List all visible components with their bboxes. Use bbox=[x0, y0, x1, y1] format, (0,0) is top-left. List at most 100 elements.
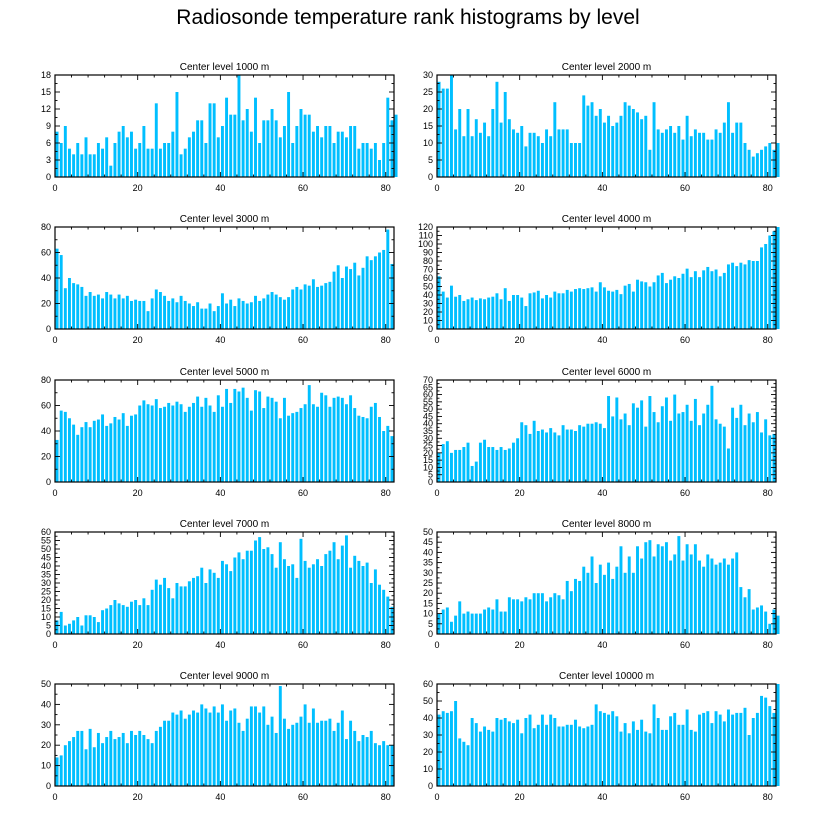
bar-rank-20 bbox=[138, 143, 142, 177]
bar-rank-70 bbox=[344, 404, 348, 482]
bar-rank-9 bbox=[474, 119, 478, 177]
bar-rank-5 bbox=[458, 109, 462, 177]
bar-rank-17 bbox=[125, 137, 129, 177]
bar-rank-43 bbox=[233, 306, 237, 329]
bar-rank-48 bbox=[254, 295, 257, 329]
bar-rank-38 bbox=[212, 411, 216, 483]
bar-rank-44 bbox=[237, 391, 241, 482]
bar-rank-44 bbox=[237, 722, 241, 786]
bar-rank-50 bbox=[644, 282, 648, 329]
y-tick-label: 30 bbox=[423, 730, 433, 740]
panel-title: Center level 8000 m bbox=[562, 519, 652, 530]
bar-rank-1 bbox=[59, 755, 63, 786]
panel-title: Center level 4000 m bbox=[562, 214, 652, 225]
bar-rank-34 bbox=[578, 726, 582, 786]
bar-rank-64 bbox=[320, 720, 324, 786]
bar-rank-23 bbox=[532, 593, 536, 634]
bar-rank-11 bbox=[483, 299, 487, 329]
bar-rank-26 bbox=[163, 295, 167, 329]
bar-rank-25 bbox=[540, 143, 544, 177]
bar-rank-72 bbox=[735, 122, 739, 177]
bar-rank-82 bbox=[776, 684, 780, 786]
bar-rank-33 bbox=[192, 710, 195, 786]
bar-rank-14 bbox=[113, 143, 117, 177]
bar-rank-37 bbox=[590, 423, 594, 482]
bar-rank-61 bbox=[307, 722, 311, 786]
bar-rank-12 bbox=[105, 292, 109, 329]
y-tick-label: 10 bbox=[423, 138, 433, 148]
bar-rank-17 bbox=[507, 448, 511, 482]
bar-rank-8 bbox=[88, 154, 92, 177]
bar-rank-22 bbox=[146, 739, 150, 786]
bar-rank-75 bbox=[365, 562, 369, 634]
bar-rank-72 bbox=[353, 730, 357, 786]
panel-title: Center level 6000 m bbox=[562, 367, 652, 378]
bar-rank-66 bbox=[328, 406, 332, 482]
bar-rank-53 bbox=[274, 567, 278, 634]
bar-rank-76 bbox=[751, 261, 755, 329]
bar-rank-29 bbox=[557, 129, 561, 177]
bar-rank-30 bbox=[561, 599, 565, 634]
bar-rank-5 bbox=[458, 601, 462, 634]
bar-rank-56 bbox=[669, 560, 673, 634]
bar-rank-63 bbox=[698, 560, 701, 634]
x-tick-label: 40 bbox=[597, 792, 607, 802]
histogram-panel-7: Center level 7000 m0 20 40 60 80051015202530… bbox=[41, 519, 395, 650]
bar-rank-13 bbox=[109, 294, 113, 329]
bar-rank-1 bbox=[59, 255, 63, 329]
bar-rank-80 bbox=[768, 143, 772, 177]
bar-rank-40 bbox=[220, 704, 224, 786]
bar-rank-66 bbox=[710, 271, 714, 329]
bar-rank-14 bbox=[495, 599, 499, 634]
x-tick-label: 20 bbox=[515, 335, 525, 345]
bar-rank-72 bbox=[735, 417, 739, 482]
bar-rank-57 bbox=[673, 394, 677, 482]
bar-rank-65 bbox=[706, 404, 710, 482]
bar-rank-20 bbox=[520, 422, 524, 482]
y-tick-label: 55 bbox=[423, 397, 433, 407]
bar-rank-62 bbox=[311, 404, 315, 482]
bar-rank-54 bbox=[660, 272, 664, 329]
bar-rank-47 bbox=[249, 550, 253, 634]
bar-rank-22 bbox=[146, 605, 150, 634]
bar-rank-61 bbox=[689, 420, 693, 482]
bar-rank-64 bbox=[702, 712, 706, 786]
bar-rank-46 bbox=[245, 303, 249, 329]
bar-rank-40 bbox=[602, 122, 606, 177]
bar-rank-51 bbox=[648, 733, 652, 786]
bar-rank-4 bbox=[72, 424, 76, 483]
bar-rank-21 bbox=[142, 400, 146, 482]
bar-rank-68 bbox=[718, 423, 722, 482]
y-tick-label: 10 bbox=[423, 764, 433, 774]
bar-rank-57 bbox=[291, 143, 295, 177]
bar-rank-71 bbox=[731, 714, 735, 786]
bar-rank-73 bbox=[739, 122, 743, 177]
bar-rank-7 bbox=[466, 745, 470, 786]
bar-rank-26 bbox=[545, 724, 549, 786]
bar-rank-67 bbox=[714, 711, 718, 786]
bar-rank-44 bbox=[619, 115, 623, 177]
bar-rank-4 bbox=[454, 615, 458, 634]
bar-rank-16 bbox=[503, 611, 507, 634]
y-tick-label: 45 bbox=[41, 553, 51, 563]
bar-rank-14 bbox=[495, 81, 499, 177]
bar-rank-1 bbox=[441, 444, 445, 482]
y-tick-label: 10 bbox=[423, 462, 433, 472]
bar-rank-37 bbox=[208, 569, 212, 634]
bar-rank-13 bbox=[109, 165, 113, 177]
bar-rank-76 bbox=[751, 609, 755, 634]
y-tick-label: 30 bbox=[41, 578, 51, 588]
x-tick-label: 60 bbox=[298, 183, 308, 193]
bar-rank-59 bbox=[299, 109, 303, 177]
bar-rank-63 bbox=[698, 425, 701, 482]
bar-rank-63 bbox=[698, 132, 701, 177]
bar-rank-46 bbox=[627, 105, 631, 177]
bar-rank-68 bbox=[336, 265, 340, 329]
bar-rank-76 bbox=[751, 422, 755, 482]
bar-rank-37 bbox=[208, 303, 212, 329]
bar-rank-59 bbox=[681, 139, 685, 177]
bar-rank-26 bbox=[163, 143, 167, 177]
bar-rank-19 bbox=[516, 295, 520, 329]
y-tick-label: 120 bbox=[418, 222, 433, 232]
bar-rank-1 bbox=[59, 611, 63, 634]
